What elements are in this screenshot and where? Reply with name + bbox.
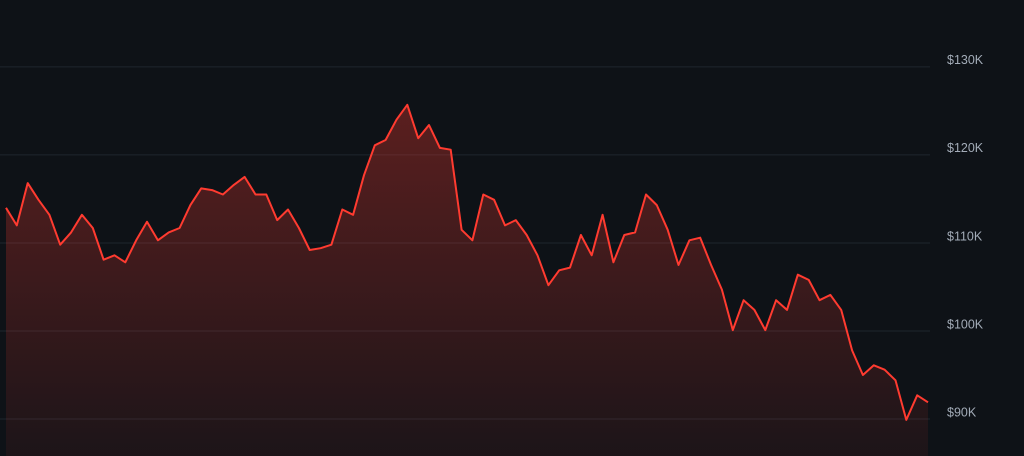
y-tick-label: $100K bbox=[947, 317, 984, 331]
price-line bbox=[5, 103, 929, 421]
area-fill bbox=[6, 104, 928, 456]
y-tick-label: $90K bbox=[947, 405, 977, 419]
y-tick-label: $130K bbox=[947, 53, 984, 67]
y-tick-label: $120K bbox=[947, 141, 984, 155]
y-tick-label: $110K bbox=[947, 229, 983, 243]
